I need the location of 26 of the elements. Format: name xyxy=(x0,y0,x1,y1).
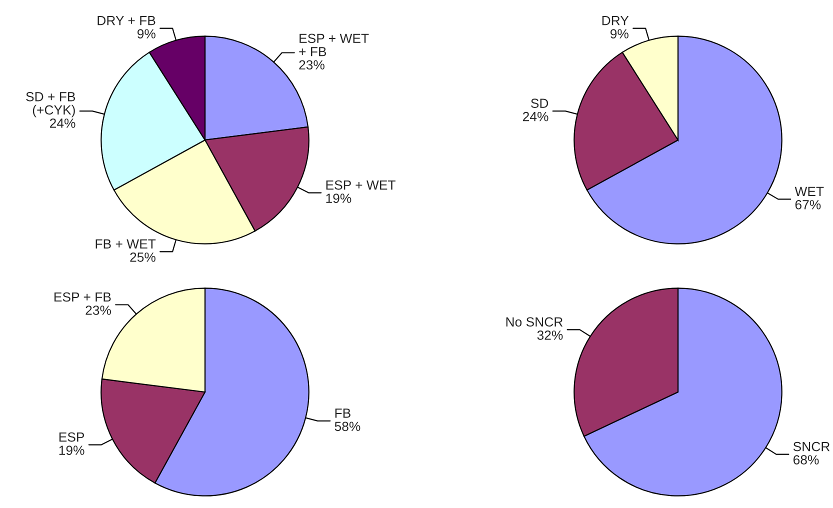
slice-label: WET xyxy=(794,186,824,196)
slice-label: SD xyxy=(531,98,548,108)
data-label: 58% xyxy=(334,422,360,432)
data-label: 67% xyxy=(795,200,821,210)
data-label: 68% xyxy=(793,455,819,464)
data-label: 25% xyxy=(130,252,156,262)
data-label: 23% xyxy=(86,306,111,315)
data-label: 24% xyxy=(522,112,548,122)
slice-label: ESP + WET + FB xyxy=(299,34,369,56)
slice-label: ESP xyxy=(59,432,84,442)
data-label: 19% xyxy=(326,194,352,203)
data-label: 9% xyxy=(137,29,156,38)
slice-label: SNCR xyxy=(793,442,830,452)
slice-label: DRY xyxy=(602,16,629,26)
slice-label: ESP + WET xyxy=(326,180,396,190)
data-label: 19% xyxy=(59,446,84,455)
slice-label: FB xyxy=(335,408,350,418)
data-label: 23% xyxy=(299,60,324,70)
slice-label: FB + WET xyxy=(96,239,156,248)
slice-label: No SNCR xyxy=(506,317,563,327)
data-label: 9% xyxy=(610,29,628,38)
slice-label: SD + FB (+CYK) xyxy=(26,92,76,118)
data-label: 32% xyxy=(537,330,563,340)
data-label: 24% xyxy=(50,118,76,128)
slice-label: ESP + FB xyxy=(54,292,111,302)
slice-label: DRY + FB xyxy=(98,16,156,26)
